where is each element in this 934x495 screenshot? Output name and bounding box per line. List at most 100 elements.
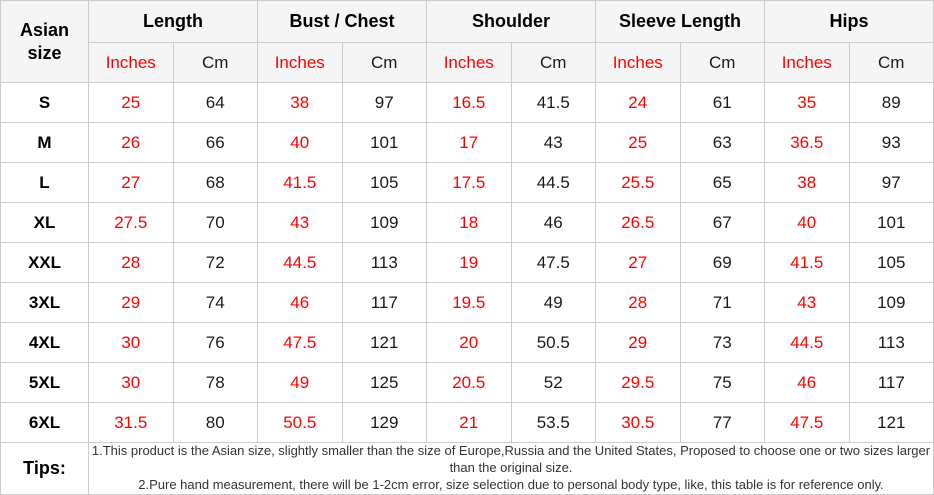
unit-header-inches: Inches: [764, 42, 850, 83]
cm-value-cell: 49: [510, 282, 596, 323]
inches-value-cell: 47.5: [257, 322, 343, 363]
cm-value-cell: 89: [848, 82, 934, 123]
cm-value-cell: 101: [848, 202, 934, 243]
cm-value-cell: 61: [679, 82, 765, 123]
inches-value-cell: 25: [88, 82, 174, 123]
table-row: XXL 28 72 44.5 113 19 47.5 27 69 41.5 105: [0, 242, 934, 283]
inches-value-cell: 38: [257, 82, 343, 123]
inches-value-cell: 27: [88, 162, 174, 203]
inches-value-cell: 29.5: [595, 362, 681, 403]
inches-value-cell: 25.5: [595, 162, 681, 203]
cm-value-cell: 67: [679, 202, 765, 243]
group-header-sleeve-length: Sleeve Length: [595, 0, 765, 43]
cm-value-cell: 53.5: [510, 402, 596, 443]
cm-value-cell: 113: [341, 242, 427, 283]
inches-value-cell: 38: [764, 162, 850, 203]
unit-header-inches: Inches: [595, 42, 681, 83]
inches-value-cell: 40: [764, 202, 850, 243]
size-label: L: [0, 162, 89, 203]
inches-value-cell: 27: [595, 242, 681, 283]
inches-value-cell: 41.5: [257, 162, 343, 203]
size-chart-footer: Tips: 1.This product is the Asian size, …: [0, 442, 934, 495]
unit-header-cm: Cm: [848, 42, 934, 83]
size-label: 6XL: [0, 402, 89, 443]
inches-value-cell: 29: [595, 322, 681, 363]
cm-value-cell: 76: [172, 322, 258, 363]
table-row: L 27 68 41.5 105 17.5 44.5 25.5 65 38 97: [0, 162, 934, 203]
inches-value-cell: 25: [595, 122, 681, 163]
inches-value-cell: 28: [595, 282, 681, 323]
cm-value-cell: 52: [510, 362, 596, 403]
cm-value-cell: 109: [848, 282, 934, 323]
cm-value-cell: 68: [172, 162, 258, 203]
group-header-shoulder: Shoulder: [426, 0, 596, 43]
cm-value-cell: 105: [848, 242, 934, 283]
cm-value-cell: 47.5: [510, 242, 596, 283]
cm-value-cell: 121: [341, 322, 427, 363]
cm-value-cell: 78: [172, 362, 258, 403]
inches-value-cell: 20.5: [426, 362, 512, 403]
inches-value-cell: 21: [426, 402, 512, 443]
inches-value-cell: 44.5: [764, 322, 850, 363]
cm-value-cell: 129: [341, 402, 427, 443]
cm-value-cell: 93: [848, 122, 934, 163]
inches-value-cell: 20: [426, 322, 512, 363]
inches-value-cell: 30: [88, 322, 174, 363]
cm-value-cell: 117: [341, 282, 427, 323]
table-row: 4XL 30 76 47.5 121 20 50.5 29 73 44.5 113: [0, 322, 934, 363]
size-label: XXL: [0, 242, 89, 283]
inches-value-cell: 19: [426, 242, 512, 283]
inches-value-cell: 50.5: [257, 402, 343, 443]
tips-text-cell: 1.This product is the Asian size, slight…: [88, 442, 934, 495]
inches-value-cell: 27.5: [88, 202, 174, 243]
inches-value-cell: 43: [764, 282, 850, 323]
size-label: XL: [0, 202, 89, 243]
cm-value-cell: 109: [341, 202, 427, 243]
size-label: 3XL: [0, 282, 89, 323]
inches-value-cell: 30.5: [595, 402, 681, 443]
inches-value-cell: 46: [764, 362, 850, 403]
inches-value-cell: 19.5: [426, 282, 512, 323]
size-label: 4XL: [0, 322, 89, 363]
inches-value-cell: 17: [426, 122, 512, 163]
inches-value-cell: 16.5: [426, 82, 512, 123]
cm-value-cell: 105: [341, 162, 427, 203]
inches-value-cell: 18: [426, 202, 512, 243]
inches-value-cell: 26: [88, 122, 174, 163]
cm-value-cell: 63: [679, 122, 765, 163]
cm-value-cell: 117: [848, 362, 934, 403]
group-header-bust-chest: Bust / Chest: [257, 0, 427, 43]
table-row: XL 27.5 70 43 109 18 46 26.5 67 40 101: [0, 202, 934, 243]
cm-value-cell: 101: [341, 122, 427, 163]
cm-value-cell: 50.5: [510, 322, 596, 363]
tips-line-2: 2.Pure hand measurement, there will be 1…: [138, 476, 884, 492]
table-row: M 26 66 40 101 17 43 25 63 36.5 93: [0, 122, 934, 163]
group-header-length: Length: [88, 0, 258, 43]
inches-value-cell: 36.5: [764, 122, 850, 163]
tips-label: Tips:: [0, 442, 89, 495]
corner-header-asian-size: Asian size: [0, 0, 89, 83]
unit-header-cm: Cm: [679, 42, 765, 83]
cm-value-cell: 121: [848, 402, 934, 443]
inches-value-cell: 30: [88, 362, 174, 403]
size-label: M: [0, 122, 89, 163]
unit-header-inches: Inches: [88, 42, 174, 83]
inches-value-cell: 40: [257, 122, 343, 163]
cm-value-cell: 71: [679, 282, 765, 323]
inches-value-cell: 47.5: [764, 402, 850, 443]
inches-value-cell: 43: [257, 202, 343, 243]
unit-header-row: Inches Cm Inches Cm Inches Cm Inches Cm …: [1, 42, 934, 83]
cm-value-cell: 66: [172, 122, 258, 163]
cm-value-cell: 41.5: [510, 82, 596, 123]
cm-value-cell: 69: [679, 242, 765, 283]
cm-value-cell: 125: [341, 362, 427, 403]
unit-header-cm: Cm: [341, 42, 427, 83]
cm-value-cell: 70: [172, 202, 258, 243]
inches-value-cell: 26.5: [595, 202, 681, 243]
group-header-row: Asian size Length Bust / Chest Shoulder …: [0, 0, 934, 83]
table-row: S 25 64 38 97 16.5 41.5 24 61 35 89: [0, 82, 934, 123]
cm-value-cell: 97: [341, 82, 427, 123]
inches-value-cell: 44.5: [257, 242, 343, 283]
unit-header-inches: Inches: [426, 42, 512, 83]
